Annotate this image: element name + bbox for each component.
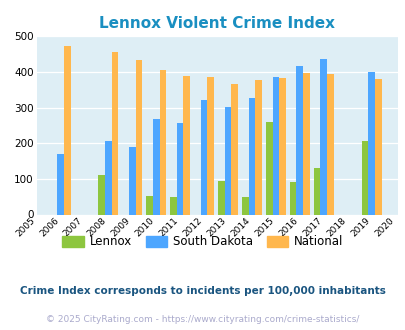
Bar — [320, 59, 326, 215]
Bar — [135, 60, 142, 214]
Legend: Lennox, South Dakota, National: Lennox, South Dakota, National — [58, 231, 347, 253]
Bar — [146, 196, 152, 214]
Bar — [303, 73, 309, 215]
Bar — [289, 182, 296, 214]
Bar — [152, 119, 159, 214]
Bar — [57, 154, 64, 214]
Bar — [367, 72, 374, 215]
Bar — [279, 78, 285, 214]
Bar — [272, 77, 279, 214]
Bar — [265, 122, 272, 214]
Bar — [241, 197, 248, 214]
Bar — [361, 142, 367, 214]
Bar — [217, 181, 224, 214]
Bar — [224, 107, 231, 214]
Text: © 2025 CityRating.com - https://www.cityrating.com/crime-statistics/: © 2025 CityRating.com - https://www.city… — [46, 315, 359, 324]
Bar — [296, 66, 303, 214]
Bar — [159, 70, 166, 214]
Bar — [64, 46, 70, 214]
Bar — [129, 147, 135, 214]
Title: Lennox Violent Crime Index: Lennox Violent Crime Index — [99, 16, 335, 31]
Bar — [248, 98, 255, 214]
Bar — [98, 175, 105, 214]
Bar — [111, 51, 118, 214]
Bar — [200, 100, 207, 214]
Bar — [374, 80, 381, 214]
Bar — [313, 168, 320, 214]
Bar — [183, 76, 190, 214]
Bar — [105, 142, 111, 214]
Text: Crime Index corresponds to incidents per 100,000 inhabitants: Crime Index corresponds to incidents per… — [20, 286, 385, 296]
Bar — [255, 80, 261, 214]
Bar — [207, 77, 213, 215]
Bar — [176, 123, 183, 214]
Bar — [170, 197, 176, 214]
Bar — [326, 74, 333, 215]
Bar — [231, 84, 237, 214]
